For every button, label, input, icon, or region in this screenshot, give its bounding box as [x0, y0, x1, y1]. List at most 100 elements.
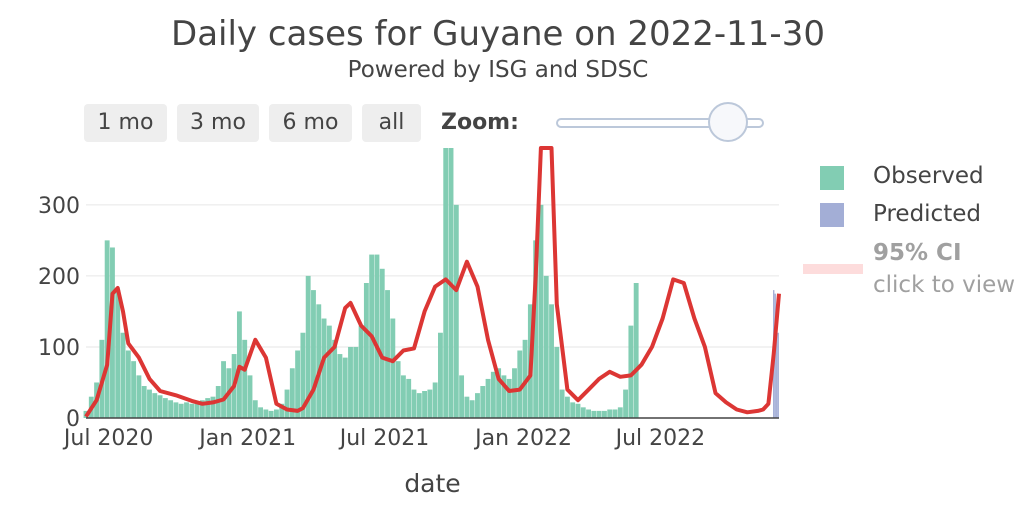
chart-title: Daily cases for Guyane on 2022-11-30: [171, 14, 825, 54]
observed-bar: [601, 410, 607, 418]
x-tick-label: Jul 2020: [62, 426, 154, 451]
range-3mo-button[interactable]: 3 mo: [177, 104, 259, 142]
y-tick-label: 300: [38, 194, 80, 219]
x-tick-label: Jan 2022: [473, 426, 572, 451]
observed-bar: [168, 400, 174, 418]
observed-bar: [422, 391, 427, 418]
observed-bar: [580, 407, 586, 418]
observed-bar: [628, 325, 634, 418]
observed-bar: [147, 389, 152, 418]
predicted-bar: [776, 318, 778, 418]
legend-observed-label[interactable]: Observed: [873, 163, 984, 189]
observed-bar: [390, 318, 396, 418]
observed-bar: [242, 339, 248, 418]
observed-bar: [252, 400, 258, 418]
observed-bar: [332, 339, 338, 418]
observed-bar: [554, 346, 560, 418]
observed-bar: [480, 386, 486, 418]
observed-bar: [284, 389, 290, 418]
observed-bar: [533, 240, 539, 418]
observed-bar: [512, 368, 517, 418]
observed-bar: [453, 204, 459, 418]
observed-bar: [411, 389, 417, 418]
observed-bar: [316, 304, 322, 418]
legend-observed-swatch[interactable]: [820, 166, 844, 190]
observed-bar: [591, 410, 597, 418]
observed-bar: [395, 361, 401, 418]
observed-bar: [295, 350, 301, 418]
observed-bar: [459, 375, 465, 418]
observed-bar: [221, 361, 226, 418]
observed-bar: [596, 410, 602, 418]
legend-ci-label[interactable]: 95% CI: [873, 240, 962, 266]
x-axis-title: date: [404, 469, 460, 498]
observed-bar: [337, 354, 343, 418]
x-tick-label: Jul 2021: [338, 426, 430, 451]
observed-bar: [311, 290, 316, 418]
legend-ci-swatch[interactable]: [803, 264, 863, 274]
observed-bar: [506, 378, 512, 418]
observed-bar: [173, 402, 179, 418]
range-6mo-button[interactable]: 6 mo: [269, 104, 352, 142]
predicted-bar: [777, 332, 779, 418]
observed-bar: [607, 409, 613, 418]
observed-bar: [162, 398, 168, 418]
range-1mo-button[interactable]: 1 mo: [84, 104, 167, 142]
observed-bar: [496, 368, 502, 418]
observed-bar: [110, 247, 115, 418]
observed-bar: [379, 268, 385, 418]
observed-bar: [385, 290, 390, 418]
observed-bar: [406, 378, 412, 418]
observed-bar: [274, 409, 279, 418]
observed-bar: [586, 409, 591, 418]
observed-bar: [152, 393, 158, 418]
observed-bar: [570, 402, 576, 418]
observed-bar: [416, 393, 422, 418]
observed-bar: [400, 375, 406, 418]
legend-ci-hint[interactable]: click to view: [873, 272, 1016, 298]
observed-bar: [464, 396, 470, 418]
observed-bar: [374, 254, 380, 418]
zoom-slider-handle[interactable]: [708, 102, 748, 142]
observed-bar: [564, 396, 570, 418]
observed-bar: [300, 332, 306, 418]
observed-bar: [575, 403, 581, 418]
observed-bar: [623, 389, 629, 418]
observed-bar: [469, 400, 475, 418]
observed-bar: [432, 382, 438, 418]
observed-bar: [120, 332, 126, 418]
observed-bar: [184, 402, 189, 418]
observed-bar: [485, 378, 491, 418]
observed-bar: [178, 403, 184, 418]
observed-bar: [443, 148, 449, 418]
observed-bar: [490, 371, 496, 418]
observed-bar: [321, 318, 327, 418]
smoothed-line: [84, 146, 781, 418]
observed-bar: [136, 375, 142, 418]
observed-bar: [543, 275, 549, 418]
zoom-label: Zoom:: [441, 110, 519, 135]
observed-bar: [125, 350, 131, 418]
observed-bar: [538, 204, 544, 418]
zoom-slider-track[interactable]: [556, 118, 764, 128]
x-tick-label: Jul 2022: [614, 426, 706, 451]
y-tick-label: 0: [66, 407, 80, 432]
legend-predicted-label[interactable]: Predicted: [873, 201, 981, 227]
observed-bar: [131, 361, 137, 418]
observed-bar: [348, 346, 353, 418]
observed-bar: [617, 407, 623, 418]
observed-bar: [549, 304, 554, 418]
observed-bar: [258, 407, 264, 418]
observed-bar: [205, 398, 211, 418]
observed-bar: [263, 409, 269, 418]
legend-predicted-swatch[interactable]: [820, 203, 844, 227]
observed-bar: [358, 325, 364, 418]
observed-bar: [522, 339, 528, 418]
range-all-button[interactable]: all: [362, 104, 421, 142]
observed-bar: [633, 283, 639, 418]
observed-bar: [141, 386, 147, 418]
observed-bar: [475, 393, 480, 418]
observed-bar: [268, 410, 274, 418]
observed-bar: [342, 357, 348, 418]
